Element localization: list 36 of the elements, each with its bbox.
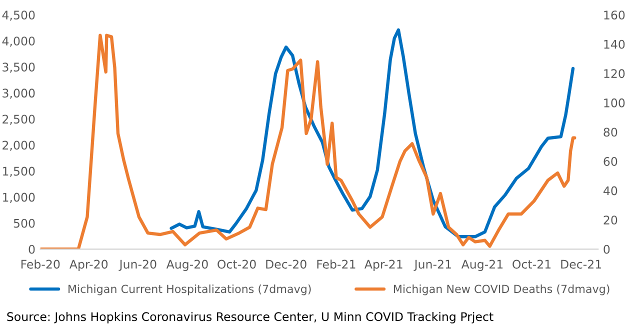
y2-tick-label: 0 <box>604 244 610 254</box>
x-tick-label: Apr-21 <box>364 260 402 271</box>
y-tick-label: 0 <box>28 244 35 254</box>
y-tick-label: 2,000 <box>2 140 35 151</box>
y2-tick-label: 40 <box>603 186 618 196</box>
x-tick-label: Jun-21 <box>414 260 451 271</box>
y2-tick-label: 20 <box>604 216 618 225</box>
legend-label: Michigan New COVID Deaths (7dmavg) <box>394 284 610 296</box>
x-tick-label: Jun-20 <box>118 260 156 271</box>
y2-tick-label: 140 <box>604 40 625 49</box>
x-tick-label: Feb-20 <box>21 260 60 269</box>
line-series <box>170 28 575 238</box>
y-tick-label: 3,500 <box>2 62 35 73</box>
y-tick-label: 1,500 <box>3 166 35 177</box>
y-tick-label: 1,000 <box>3 192 35 203</box>
x-tick-label: Dec-20 <box>266 260 306 269</box>
y-tick-label: 2,500 <box>2 114 35 125</box>
y2-tick-label: 160 <box>604 10 625 20</box>
x-tick-label: Aug-20 <box>166 260 208 271</box>
y-tick-label: 3,000 <box>2 88 35 99</box>
y2-tick-label: 60 <box>604 157 618 166</box>
x-tick-label: Aug-21 <box>461 260 503 271</box>
x-tick-label: Oct-21 <box>512 260 551 269</box>
y2-tick-label: 100 <box>604 98 625 108</box>
x-tick-label: Apr-20 <box>69 260 108 271</box>
y-tick-label: 4,000 <box>2 36 35 47</box>
line-series <box>40 34 576 250</box>
x-tick-label: Feb-21 <box>317 260 356 269</box>
y-tick-label: 500 <box>14 218 35 228</box>
x-tick-label: Dec-21 <box>561 260 602 269</box>
y2-tick-label: 80 <box>604 128 618 137</box>
source-note: Source: Johns Hopkins Coronavirus Resource Center, U Minn COVID Tracking Prject <box>7 312 494 324</box>
x-tick-label: Oct-20 <box>218 260 256 269</box>
y-tick-label: 4,500 <box>2 10 35 21</box>
y2-tick-label: 120 <box>604 69 625 78</box>
legend-label: Michigan Current Hospitalizations (7dmavg) <box>68 284 311 296</box>
